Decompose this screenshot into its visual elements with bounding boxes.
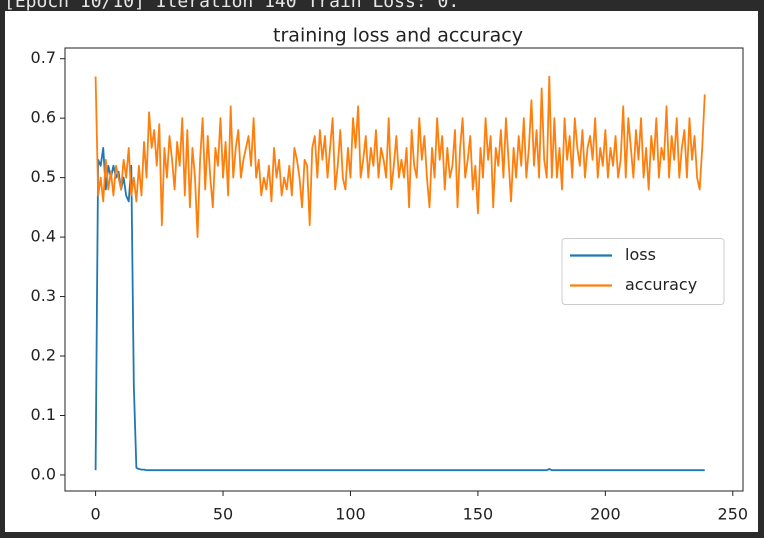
y-tick-label: 0.1 — [31, 405, 56, 424]
y-tick-label: 0.7 — [31, 48, 56, 67]
legend-label: accuracy — [625, 275, 697, 294]
x-tick-label: 250 — [718, 505, 749, 524]
x-tick-label: 0 — [90, 505, 100, 524]
x-tick-label: 100 — [335, 505, 366, 524]
axes-frame — [64, 47, 744, 492]
x-tick-label: 50 — [213, 505, 233, 524]
y-tick-label: 0.4 — [31, 227, 56, 246]
y-tick-label: 0.2 — [31, 346, 56, 365]
legend-label: loss — [625, 245, 656, 264]
x-tick-label: 200 — [590, 505, 621, 524]
y-tick-label: 0.3 — [31, 286, 56, 305]
chart-title: training loss and accuracy — [273, 25, 523, 47]
series-line — [94, 75, 706, 238]
x-tick-label: 150 — [463, 505, 494, 524]
series-line — [94, 147, 705, 472]
console-text: [Epoch 10/10] Iteration 140 Train Loss: … — [4, 0, 459, 12]
y-tick-label: 0.0 — [31, 464, 56, 483]
y-tick-label: 0.5 — [31, 167, 56, 186]
y-tick-label: 0.6 — [31, 108, 56, 127]
